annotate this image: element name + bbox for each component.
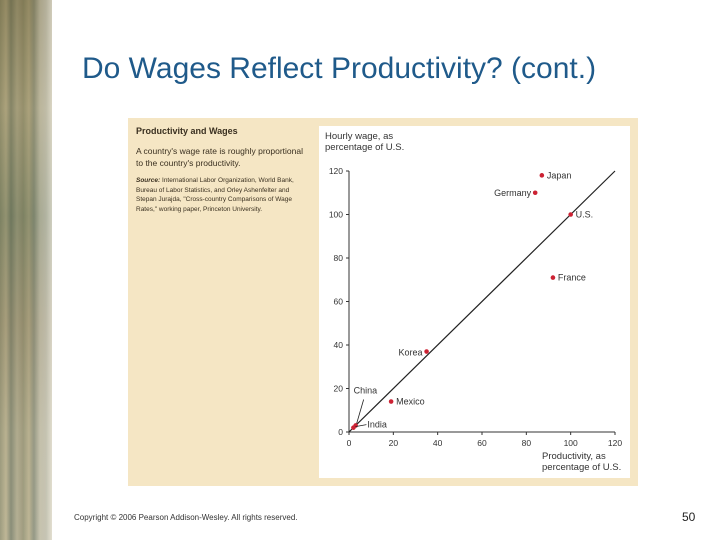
data-point-mexico: [388, 399, 394, 404]
caption-title: Productivity and Wages: [136, 126, 238, 136]
caption-source-label: Source:: [136, 177, 161, 184]
slide-title: Do Wages Reflect Productivity? (cont.): [82, 52, 597, 85]
data-point-france: [550, 275, 556, 280]
data-label-india: India: [367, 420, 387, 430]
data-label-france: France: [558, 273, 586, 283]
data-point-germany: [532, 190, 538, 196]
y-tick-label: 120: [329, 166, 343, 176]
scatter-chart: 0 20 40 60 80 100 120 0 20 40 60 80 100 120 Hourly wag…: [325, 131, 622, 473]
y-tick-label: 100: [329, 210, 343, 220]
caption-source-text: International Labor Organization, World …: [136, 177, 294, 213]
copyright-notice: Copyright © 2006 Pearson Addison-Wesley.…: [74, 513, 298, 522]
caption-source: Source: International Labor Organization…: [136, 176, 308, 214]
x-tick-label: 40: [433, 438, 443, 448]
x-axis-title-line2: percentage of U.S.: [542, 462, 621, 473]
decorative-side-fade: [30, 0, 70, 540]
data-point-japan: [539, 173, 545, 178]
data-point-u-s: [568, 212, 573, 217]
data-point-india: [351, 425, 356, 430]
x-tick-label: 120: [608, 438, 622, 448]
y-tick-label: 20: [334, 384, 344, 394]
y-axis-title: Hourly wage, as: [325, 131, 393, 142]
data-label-japan: Japan: [547, 170, 572, 180]
caption-description: A country's wage rate is roughly proport…: [136, 146, 303, 168]
x-tick-label: 60: [477, 438, 487, 448]
figure-panel: Productivity and Wages A country's wage …: [128, 118, 638, 486]
page-number: 50: [682, 510, 696, 524]
x-tick-label: 100: [564, 438, 578, 448]
leader-line-india: [355, 424, 367, 428]
data-label-korea: Korea: [399, 348, 423, 358]
y-tick-label: 60: [334, 297, 344, 307]
y-tick-label: 80: [334, 253, 344, 263]
data-label-china: China: [354, 385, 378, 395]
x-axis-title: Productivity, as: [542, 451, 606, 462]
data-label-germany: Germany: [494, 188, 532, 198]
x-tick-label: 80: [522, 438, 532, 448]
y-axis-title-line2: percentage of U.S.: [325, 142, 404, 153]
leader-line-china: [356, 399, 365, 424]
x-tick-label: 20: [389, 438, 399, 448]
y-tick-label: 0: [338, 427, 343, 437]
y-tick-label: 40: [334, 340, 344, 350]
data-point-korea: [424, 349, 429, 354]
figure-caption: Productivity and Wages A country's wage …: [136, 126, 308, 214]
data-label-u-s: U.S.: [576, 210, 594, 220]
plot-area: 0 20 40 60 80 100 120 0 20 40 60 80 100 120 Hourly wag…: [319, 126, 630, 478]
data-label-mexico: Mexico: [396, 397, 425, 407]
x-tick-label: 0: [347, 438, 352, 448]
